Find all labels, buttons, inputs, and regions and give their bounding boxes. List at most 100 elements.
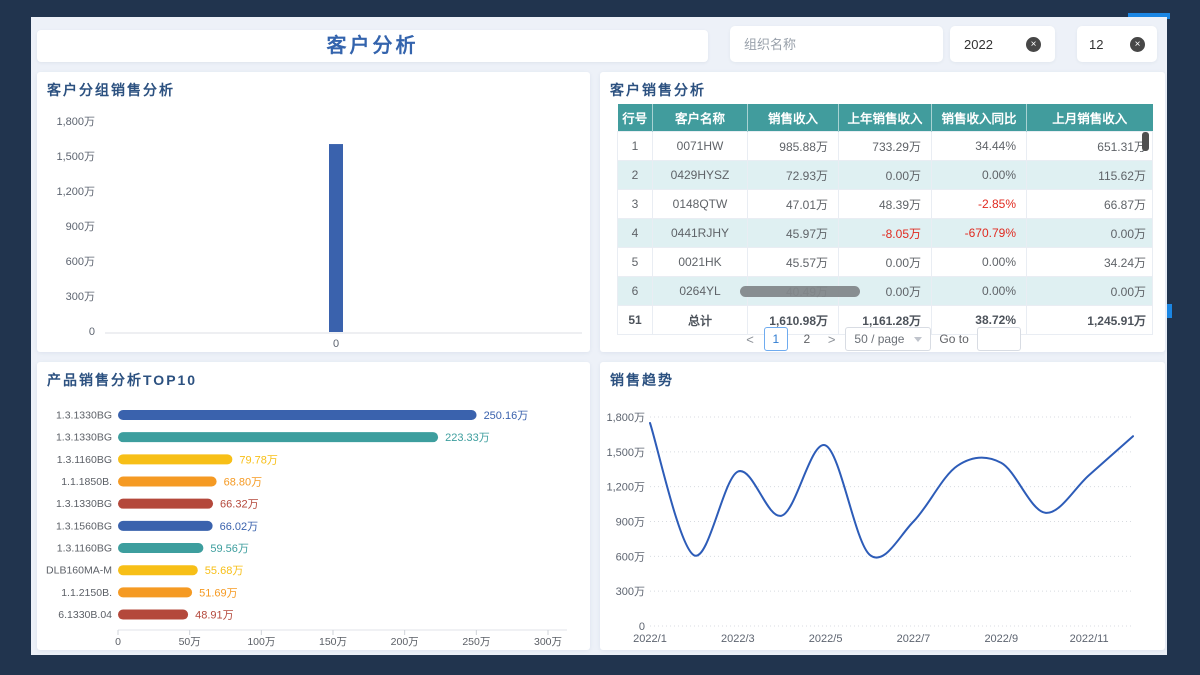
table-cell: 47.01万 [747,189,839,219]
svg-text:1,500万: 1,500万 [606,447,645,459]
panel-title-sales-trend: 销售趋势 [610,372,674,388]
table-cell: 0.00万 [838,247,932,277]
svg-text:1.3.1330BG: 1.3.1330BG [56,432,112,444]
table-cell: 3 [617,189,653,219]
svg-text:1.3.1330BG: 1.3.1330BG [56,410,112,422]
top10-bar [118,587,193,598]
table-horizontal-scrollbar[interactable] [740,286,860,297]
table-cell: 72.93万 [747,160,839,190]
chevron-down-icon [914,336,923,342]
table-row: 3 0148QTW 47.01万 48.39万 -2.85% 66.87万 [617,189,1153,219]
top10-bar [118,565,198,576]
table-cell: 0264YL [652,276,748,306]
top10-bar [118,432,439,443]
svg-text:250万: 250万 [462,636,490,648]
svg-text:900万: 900万 [616,517,645,529]
svg-text:1.3.1160BG: 1.3.1160BG [57,454,112,466]
table-cell: -670.79% [931,218,1027,248]
table-cell: 0021HK [652,247,748,277]
svg-text:66.32万: 66.32万 [220,499,259,511]
svg-text:900万: 900万 [66,221,95,233]
table-cell: 1 [617,131,653,161]
table-cell: 651.31万 [1026,131,1153,161]
svg-text:2022/1: 2022/1 [633,633,667,645]
table-cell: 0.00万 [1026,218,1153,248]
svg-text:2022/7: 2022/7 [897,633,931,645]
table-cell: 4 [617,218,653,248]
table-cell: 2 [617,160,653,190]
pagination-page-1[interactable]: 1 [763,327,788,351]
table-row: 51 总计 1,610.98万 1,161.28万 38.72% 1,245.91万 [617,305,1153,335]
table-cell: 0.00% [931,247,1027,277]
panel-title-product-sales-top10: 产品销售分析TOP10 [47,372,198,388]
svg-text:223.33万: 223.33万 [445,432,490,444]
column-header: 上年销售收入 [838,104,932,132]
org-name-input[interactable] [730,36,943,52]
dashboard-canvas: 客户分析 2022 12 客户分组销售分析 1,800万1,500万1,200万… [31,17,1167,655]
svg-text:1,800万: 1,800万 [606,412,645,424]
table-cell: 66.87万 [1026,189,1153,219]
top10-bar [118,609,189,620]
month-value: 12 [1089,36,1104,52]
svg-text:300万: 300万 [66,291,95,303]
table-row: 4 0441RJHY 45.97万 -8.05万 -670.79% 0.00万 [617,218,1153,248]
top10-bar [118,476,217,487]
org-name-filter [730,26,943,62]
svg-text:1.3.1330BG: 1.3.1330BG [56,498,112,510]
table-cell: 733.29万 [838,131,932,161]
svg-text:300万: 300万 [616,586,645,598]
svg-text:59.56万: 59.56万 [210,543,249,555]
year-filter[interactable]: 2022 [950,26,1055,62]
pagination-page-2[interactable]: 2 [803,332,811,346]
table-cell: 0148QTW [652,189,748,219]
customer-sales-table: 行号 客户名称 销售收入 上年销售收入 销售收入同比 上月销售收入 1 0071HW 985.… [617,104,1153,335]
month-filter[interactable]: 12 [1077,26,1157,62]
month-clear-icon[interactable] [1130,36,1145,52]
pagination-next-button[interactable]: > [827,331,836,347]
table-vertical-scrollbar[interactable] [1142,132,1149,151]
page-size-select[interactable]: 50 / page [845,327,932,351]
svg-text:1,200万: 1,200万 [606,482,645,494]
pagination-prev-button[interactable]: < [746,331,754,347]
table-header-row: 行号 客户名称 销售收入 上年销售收入 销售收入同比 上月销售收入 [617,104,1153,132]
goto-label: Go to [939,332,969,346]
table-cell: 总计 [652,305,748,335]
svg-text:50万: 50万 [179,636,201,648]
panel-customer-sales: 客户销售分析 行号 客户名称 销售收入 上年销售收入 销售收入同比 上月销售收入 1 007… [600,72,1165,352]
svg-text:79.78万: 79.78万 [239,454,278,466]
table-cell: 115.62万 [1026,160,1153,190]
table-pagination: < 1 2 > 50 / page Go to [600,327,1165,351]
table-row: 5 0021HK 45.57万 0.00万 0.00% 34.24万 [617,247,1153,277]
top10-bar [118,498,214,509]
page-size-value: 50 / page [854,332,905,346]
table-cell: 34.24万 [1026,247,1153,277]
svg-text:1,200万: 1,200万 [56,186,95,198]
table-cell: 0.00万 [1026,276,1153,306]
svg-text:6.1330B.04: 6.1330B.04 [58,609,112,621]
svg-text:2022/9: 2022/9 [984,633,1018,645]
table-cell: 985.88万 [747,131,839,161]
panel-product-sales-top10: 产品销售分析TOP10 1.3.1330BG 250.16万 1.3.1330BG 2… [37,362,590,650]
svg-text:66.02万: 66.02万 [220,521,259,533]
table-cell: 1,610.98万 [747,305,839,335]
svg-text:0: 0 [115,636,121,648]
table-cell: 45.97万 [747,218,839,248]
svg-text:51.69万: 51.69万 [199,587,238,599]
goto-page-input[interactable] [976,327,1021,351]
svg-text:1,800万: 1,800万 [56,116,95,128]
page-title: 客户分析 [326,35,419,57]
header-bar: 客户分析 [37,30,708,62]
table-cell: 51 [617,305,653,335]
year-clear-icon[interactable] [1026,36,1041,52]
svg-text:150万: 150万 [319,636,347,648]
right-scroll-indicator[interactable] [1167,304,1172,318]
svg-text:2022/11: 2022/11 [1070,633,1109,645]
svg-text:1,500万: 1,500万 [56,151,95,163]
table-cell: -2.85% [931,189,1027,219]
svg-text:1.1.2150B.: 1.1.2150B. [61,587,112,599]
svg-text:600万: 600万 [66,256,95,268]
column-header: 客户名称 [652,104,748,132]
table-cell: 1,245.91万 [1026,305,1153,335]
group-sales-bar [329,144,343,332]
